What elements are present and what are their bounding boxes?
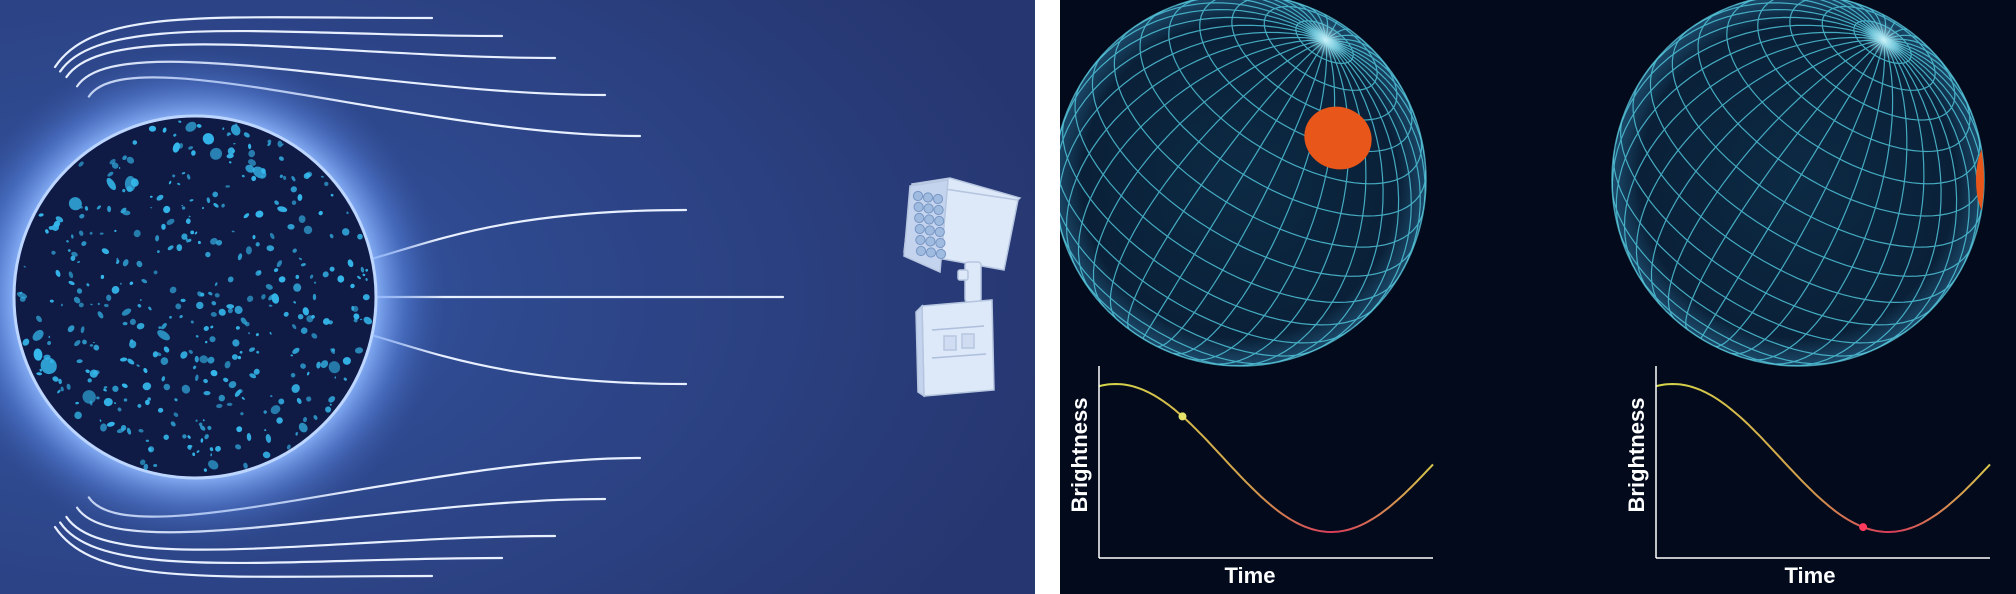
light-curve-chart-1: Time Brightness xyxy=(1067,366,1434,588)
rotating-star-sphere-1 xyxy=(1060,0,1427,367)
starspot xyxy=(1304,106,1372,170)
rotating-star-sphere-2 xyxy=(1611,0,1985,367)
starspot xyxy=(1976,142,1984,218)
chart-2-ylabel: Brightness xyxy=(1624,398,1649,513)
chart-2-curve xyxy=(1655,382,1991,533)
chart-1-ylabel: Brightness xyxy=(1067,398,1092,513)
field-line xyxy=(53,525,434,578)
field-line xyxy=(65,43,557,79)
chart-1-xlabel: Time xyxy=(1225,563,1276,588)
star-icon xyxy=(12,114,378,480)
chart-2-xlabel: Time xyxy=(1785,563,1836,588)
star-field-diagram xyxy=(0,0,1035,594)
field-line xyxy=(59,521,504,565)
spacecraft-icon xyxy=(903,177,1022,398)
field-line xyxy=(59,29,504,73)
field-line xyxy=(53,16,434,69)
starspot-lightcurve-diagram: Time Brightness Time Brightness xyxy=(1060,0,2016,594)
starspot-svg: Time Brightness Time Brightness xyxy=(1060,0,2016,594)
chart-1-curve xyxy=(1098,382,1434,533)
chart-2-marker xyxy=(1859,523,1868,532)
light-curve-chart-2: Time Brightness xyxy=(1624,366,1991,588)
field-line xyxy=(65,515,557,551)
chart-1-marker xyxy=(1178,412,1187,421)
star-field-svg xyxy=(0,0,1035,594)
